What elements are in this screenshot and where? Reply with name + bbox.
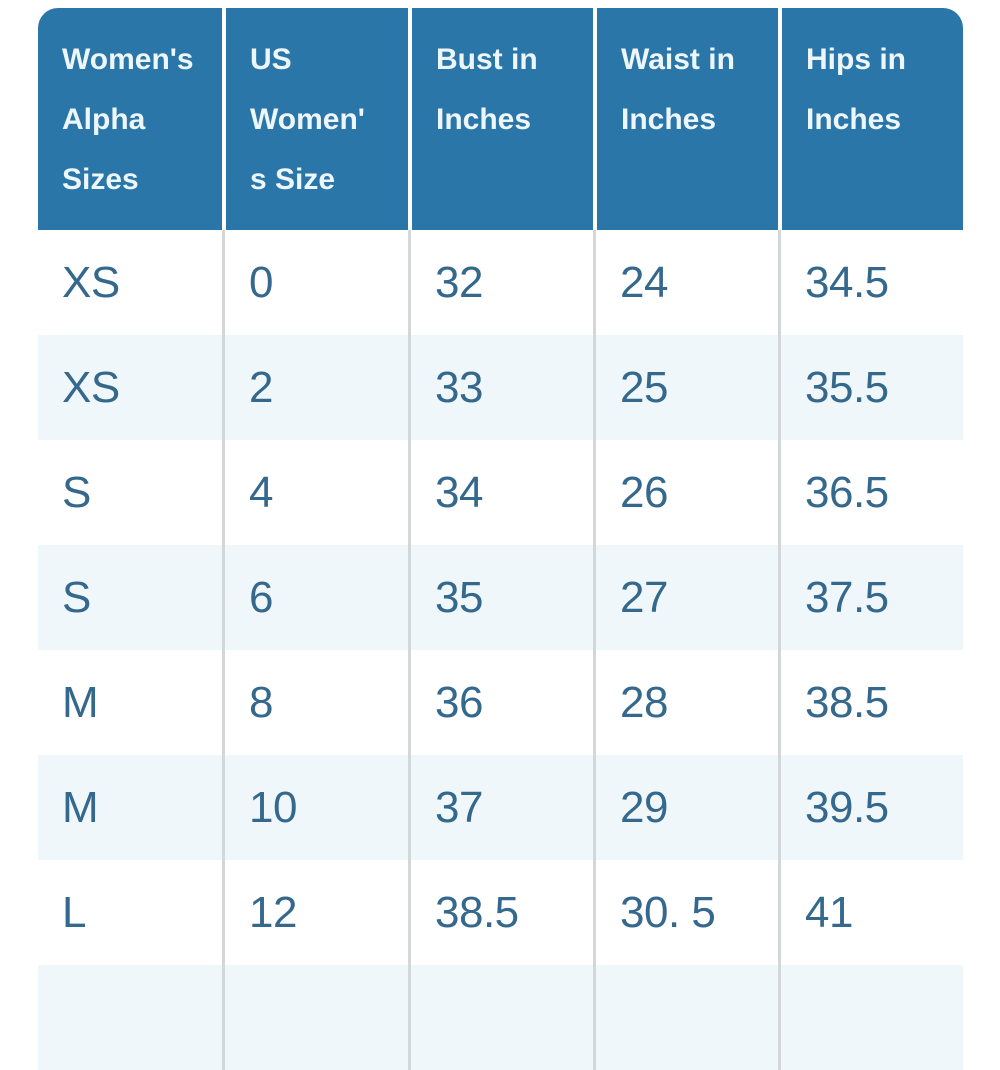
table-cell: 35 <box>408 545 593 650</box>
table-cell: XS <box>62 257 120 307</box>
table-cell: 28 <box>593 650 778 755</box>
table-cell: 37 <box>408 755 593 860</box>
table-row: S 4 34 26 36.5 <box>38 440 963 545</box>
table-cell: 2 <box>222 335 408 440</box>
table-row: XS 0 32 24 34.5 <box>38 230 963 335</box>
table-cell: 38.5 <box>778 650 963 755</box>
table-cell: 8 <box>222 650 408 755</box>
table-cell: 39.5 <box>778 755 963 860</box>
table-cell: 12 <box>222 860 408 965</box>
table-cell: 35.5 <box>778 335 963 440</box>
table-row: XS 2 33 25 35.5 <box>38 335 963 440</box>
table-cell: S <box>62 467 91 517</box>
table-cell: M <box>62 782 99 832</box>
table-cell <box>408 965 593 1070</box>
column-header-us-size: US Women' s Size <box>222 8 408 230</box>
table-cell: S <box>62 572 91 622</box>
table-cell <box>38 965 222 1070</box>
table-cell: 29 <box>593 755 778 860</box>
column-header-waist: Waist in Inches <box>593 8 778 230</box>
table-cell: 36 <box>408 650 593 755</box>
size-chart-table: Women's Alpha Sizes US Women' s Size Bus… <box>38 8 963 1070</box>
table-row: L 12 38.5 30. 5 41 <box>38 860 963 965</box>
table-cell: 33 <box>408 335 593 440</box>
table-cell: 34 <box>408 440 593 545</box>
table-row: M 10 37 29 39.5 <box>38 755 963 860</box>
table-cell: 36.5 <box>778 440 963 545</box>
table-cell: 38.5 <box>408 860 593 965</box>
table-cell: XS <box>62 362 120 412</box>
table-cell: 4 <box>222 440 408 545</box>
table-cell: 27 <box>593 545 778 650</box>
table-cell: 30. 5 <box>593 860 778 965</box>
table-row: S 6 35 27 37.5 <box>38 545 963 650</box>
table-cell: M <box>62 677 99 727</box>
table-cell: 10 <box>222 755 408 860</box>
table-cell: 0 <box>222 230 408 335</box>
table-cell: 24 <box>593 230 778 335</box>
table-cell: 34.5 <box>778 230 963 335</box>
table-row: M 8 36 28 38.5 <box>38 650 963 755</box>
column-header-hips: Hips in Inches <box>778 8 963 230</box>
table-cell: L <box>62 887 86 937</box>
table-header-row: Women's Alpha Sizes US Women' s Size Bus… <box>38 8 963 230</box>
table-cell: 41 <box>778 860 963 965</box>
table-cell <box>222 965 408 1070</box>
table-cell: 37.5 <box>778 545 963 650</box>
table-cell <box>778 965 963 1070</box>
table-cell <box>593 965 778 1070</box>
column-header-bust: Bust in Inches <box>408 8 593 230</box>
table-body: XS 0 32 24 34.5 XS 2 33 25 35.5 S 4 34 2… <box>38 230 963 1070</box>
table-cell: 26 <box>593 440 778 545</box>
table-cell: 32 <box>408 230 593 335</box>
table-cell: 6 <box>222 545 408 650</box>
table-cell: 25 <box>593 335 778 440</box>
table-row-partial <box>38 965 963 1070</box>
column-header-alpha-sizes: Women's Alpha Sizes <box>62 43 194 196</box>
